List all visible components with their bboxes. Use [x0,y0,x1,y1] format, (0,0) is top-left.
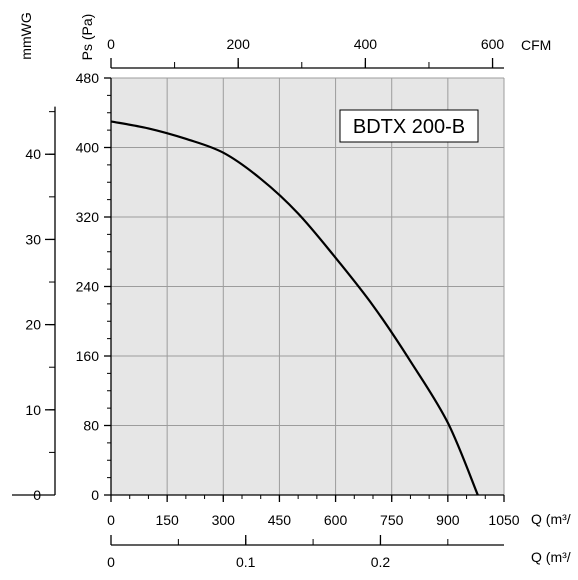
y-primary-tick-label: 320 [76,209,100,225]
x-bottom-tick-label: 0.2 [371,554,391,570]
x-top-tick-label: 600 [481,36,505,52]
y-secondary-tick-label: 0 [33,487,41,503]
y-primary-tick-label: 400 [76,140,100,156]
x-primary-axis-title: Q (m³/ [531,511,571,527]
x-primary-tick-label: 0 [107,512,115,528]
model-label: BDTX 200-B [353,116,465,138]
x-primary-tick-label: 450 [268,512,292,528]
y-secondary-tick-label: 30 [25,231,41,247]
x-bottom-tick-label: 0 [107,554,115,570]
y-secondary-tick-label: 10 [25,402,41,418]
x-top-axis-title: CFM [521,37,551,53]
y-secondary-tick-label: 20 [25,317,41,333]
y-primary-tick-label: 80 [83,418,99,434]
x-top-tick-label: 0 [107,36,115,52]
y-primary-tick-label: 0 [91,487,99,503]
x-primary-tick-label: 600 [324,512,348,528]
y-secondary-tick-label: 40 [25,146,41,162]
model-label-box: BDTX 200-B [340,110,478,142]
y-primary-axis-title: Ps (Pa) [79,14,95,61]
x-primary-tick-label: 300 [212,512,236,528]
x-top-tick-label: 200 [227,36,251,52]
y-primary-tick-label: 240 [76,279,100,295]
x-primary-tick-label: 900 [436,512,460,528]
x-primary-tick-label: 1050 [488,512,519,528]
x-primary-tick-label: 750 [380,512,404,528]
y-primary-tick-label: 480 [76,70,100,86]
x-primary-tick-label: 150 [155,512,179,528]
x-bottom-tick-label: 0.1 [236,554,256,570]
y-primary-tick-label: 160 [76,348,100,364]
x-top-tick-label: 400 [354,36,378,52]
x-bottom-axis-title: Q (m³/ [531,549,571,565]
y-secondary-axis-title: mmWG [18,12,34,59]
